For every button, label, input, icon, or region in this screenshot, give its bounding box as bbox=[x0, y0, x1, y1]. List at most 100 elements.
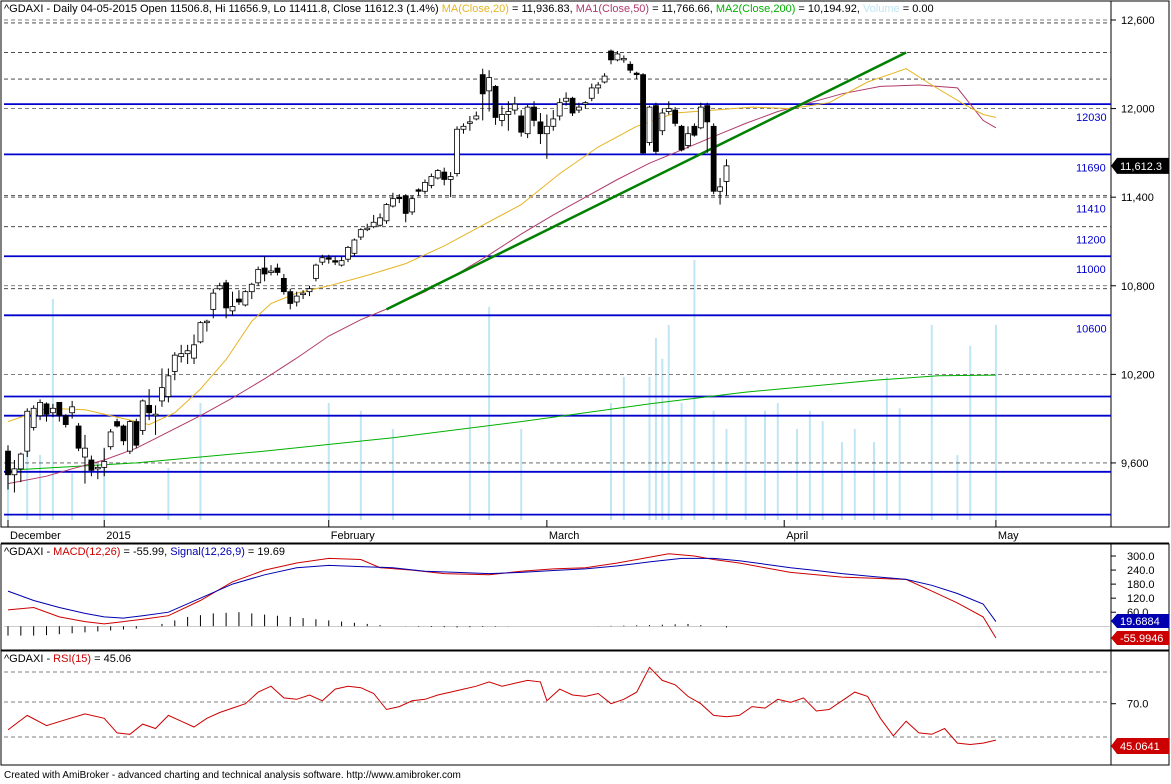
candle-body bbox=[139, 400, 146, 431]
candle-body bbox=[653, 105, 659, 152]
candle-body bbox=[576, 106, 582, 111]
y-tick-label: 12,600 bbox=[1121, 15, 1155, 27]
candle-body bbox=[447, 176, 454, 180]
y-tick-label: 10,200 bbox=[1121, 369, 1155, 381]
level-label: 10600 bbox=[1076, 323, 1107, 335]
candle-body bbox=[43, 403, 50, 415]
candle-body bbox=[345, 246, 351, 260]
candle-body bbox=[409, 198, 416, 213]
last-price-tag bbox=[1111, 157, 1169, 174]
volume-bar bbox=[853, 429, 856, 520]
candle-body bbox=[146, 404, 153, 414]
candle-body bbox=[280, 277, 287, 293]
candle-body bbox=[191, 344, 197, 359]
x-tick-label: April bbox=[786, 530, 808, 542]
candle-body bbox=[300, 292, 306, 296]
candle-body bbox=[608, 50, 614, 61]
volume-bar bbox=[796, 429, 799, 520]
candle-body bbox=[665, 108, 672, 112]
candle-body bbox=[82, 447, 88, 458]
candle-body bbox=[248, 283, 255, 293]
volume-bar bbox=[763, 410, 766, 520]
candle-body bbox=[685, 133, 691, 146]
footer-text: Created with AmiBroker - advanced charti… bbox=[4, 770, 461, 781]
candle-body bbox=[30, 407, 37, 428]
candle-body bbox=[582, 102, 589, 105]
candle-body bbox=[171, 354, 178, 372]
candle-body bbox=[120, 425, 127, 442]
volume-bar bbox=[7, 473, 9, 520]
candle-body bbox=[396, 196, 403, 200]
candle-body bbox=[94, 466, 101, 470]
macd-y-tick-label: 240.0 bbox=[1127, 565, 1155, 577]
volume-bar bbox=[622, 377, 625, 520]
volume-bar bbox=[654, 338, 657, 520]
macd-value-tag bbox=[1111, 614, 1169, 628]
candle-body bbox=[601, 75, 608, 83]
candle-body bbox=[338, 260, 345, 266]
macd-value-tag bbox=[1111, 631, 1169, 645]
candle-body bbox=[210, 292, 217, 310]
candle-body bbox=[319, 257, 326, 263]
volume-bar bbox=[725, 429, 728, 520]
level-label: 11000 bbox=[1076, 264, 1106, 276]
rsi-line bbox=[7, 666, 997, 746]
candle-body bbox=[723, 165, 730, 182]
price-pane-frame bbox=[0, 0, 1170, 528]
volume-bar bbox=[885, 377, 888, 520]
volume-bar bbox=[648, 377, 651, 520]
volume-bar bbox=[167, 468, 170, 520]
volume-bar bbox=[821, 421, 824, 520]
candle-body bbox=[351, 239, 358, 254]
candle-body bbox=[588, 87, 595, 99]
level-label: 12030 bbox=[1076, 112, 1107, 124]
price-pane-header: ^GDAXI - Daily 04-05-2015 Open 11506.8, … bbox=[4, 3, 934, 15]
ma20-line bbox=[7, 68, 997, 426]
candle-body bbox=[236, 298, 242, 303]
candle-body bbox=[332, 260, 339, 263]
volume-bar bbox=[712, 410, 715, 520]
x-tick-label: March bbox=[549, 530, 580, 542]
candle-body bbox=[499, 114, 505, 121]
candle-body bbox=[56, 402, 63, 417]
candle-body bbox=[107, 431, 114, 448]
candle-body bbox=[261, 267, 268, 275]
y-tick-label: 12,000 bbox=[1121, 104, 1155, 116]
candle-body bbox=[255, 269, 262, 284]
candle-body bbox=[595, 84, 602, 89]
y-tick-label: 11,400 bbox=[1121, 192, 1154, 204]
candle-body bbox=[473, 115, 480, 120]
volume-bar bbox=[26, 442, 29, 520]
candle-body bbox=[620, 57, 627, 61]
macd-y-tick-label: 120.0 bbox=[1127, 593, 1155, 605]
level-label: 11410 bbox=[1076, 204, 1106, 216]
level-label: 11200 bbox=[1076, 235, 1106, 247]
volume-bar bbox=[873, 442, 876, 520]
candle-body bbox=[422, 182, 428, 192]
candle-body bbox=[133, 421, 140, 446]
macd-pane-frame bbox=[0, 543, 1170, 651]
volume-bar bbox=[468, 416, 471, 520]
macd-value-label: 19.6884 bbox=[1120, 616, 1160, 628]
candle-body bbox=[268, 270, 274, 273]
rsi-y-tick-label: 70.0 bbox=[1127, 699, 1148, 711]
candle-body bbox=[389, 198, 396, 207]
ma200-line bbox=[7, 374, 996, 471]
candle-body bbox=[717, 186, 723, 192]
volume-bar bbox=[956, 455, 959, 520]
candle-body bbox=[101, 461, 108, 468]
candle-body bbox=[17, 453, 24, 470]
candle-body bbox=[704, 105, 711, 123]
volume-bar bbox=[327, 403, 330, 520]
rsi-pane-frame bbox=[0, 650, 1170, 766]
candle-body bbox=[492, 86, 499, 118]
candle-body bbox=[178, 353, 185, 358]
volume-bar bbox=[39, 455, 42, 520]
rsi-pane-header: ^GDAXI - RSI(15) = 45.06 bbox=[4, 653, 131, 665]
candle-body bbox=[428, 176, 435, 186]
rsi-value-label: 45.0641 bbox=[1120, 741, 1160, 753]
volume-bar bbox=[103, 447, 106, 520]
candle-body bbox=[313, 264, 319, 279]
candle-body bbox=[697, 106, 704, 129]
